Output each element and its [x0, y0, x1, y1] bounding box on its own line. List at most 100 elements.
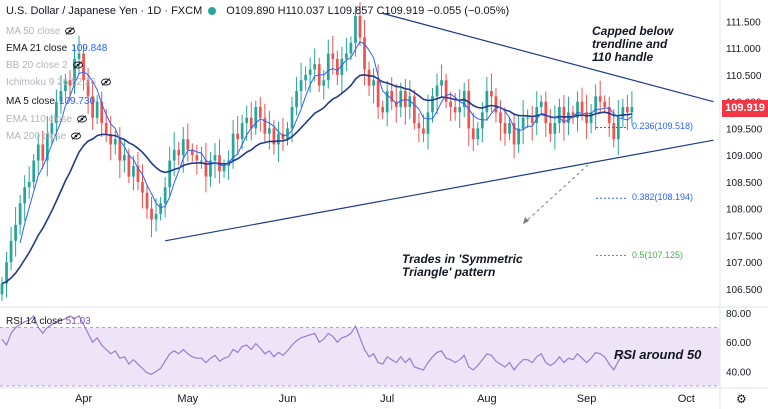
annotation-pattern-line: Trades in 'Symmetric — [402, 252, 523, 266]
candle-body — [50, 123, 54, 134]
fib-level-label: 0.5(107.125) — [632, 249, 684, 260]
candle-body — [59, 90, 63, 102]
candle-body — [354, 16, 357, 43]
candle-body — [508, 123, 511, 134]
candle-body — [449, 101, 452, 108]
indicator-label: MA 200 close — [6, 131, 67, 142]
candle-body — [444, 80, 448, 102]
candle-body — [630, 107, 634, 113]
candle-body — [32, 160, 36, 182]
candle-body — [163, 187, 167, 204]
candle-body — [440, 80, 443, 86]
indicator-row[interactable]: BB 20 close 2 — [6, 59, 83, 72]
candle-body — [86, 80, 90, 97]
candle-body — [159, 203, 162, 215]
time-tick-label: Jul — [380, 393, 394, 405]
candle-body — [213, 155, 217, 161]
candle-body — [295, 90, 298, 108]
candle-body — [204, 160, 208, 177]
candle-body — [200, 160, 203, 162]
candle-body — [132, 165, 135, 177]
candle-body — [621, 107, 625, 118]
price-tick-label: 108.500 — [726, 178, 763, 189]
candle-body — [376, 80, 380, 108]
candle-body — [594, 96, 598, 113]
candle-body — [548, 123, 552, 134]
candle-body — [453, 107, 457, 113]
indicator-label: BB 20 close 2 — [6, 60, 68, 71]
indicator-row[interactable]: MA 50 close — [6, 25, 76, 38]
candle-body — [254, 107, 258, 129]
candle-body — [172, 149, 176, 161]
time-tick-label: May — [177, 393, 198, 405]
candle-body — [485, 90, 489, 113]
candle-body — [240, 123, 244, 140]
candle-body — [91, 96, 94, 118]
candle-body — [372, 80, 375, 86]
chart-header: U.S. Dollar / Japanese Yen · 1D · FXCM O1… — [6, 5, 509, 17]
candle-body — [585, 112, 588, 124]
hidden-eye-icon[interactable] — [71, 132, 81, 141]
candle-body — [499, 112, 502, 124]
symbol-title[interactable]: U.S. Dollar / Japanese Yen · 1D · FXCM — [6, 5, 203, 17]
candle-body — [150, 208, 153, 220]
indicator-row[interactable]: MA 5 close 109.730 — [6, 95, 95, 108]
candle-body — [195, 155, 199, 161]
candle-body — [41, 144, 45, 161]
candle-body — [23, 187, 27, 204]
candle-body — [82, 53, 85, 81]
candle-body — [521, 117, 525, 129]
candle-body — [558, 107, 561, 124]
annotation-rsi: RSI around 50 — [614, 347, 702, 362]
indicator-row[interactable]: EMA 110 close — [6, 113, 87, 126]
indicator-row[interactable]: EMA 21 close 109.848 — [6, 42, 107, 55]
time-tick-label: Apr — [75, 393, 92, 405]
candle-body — [27, 181, 31, 188]
annotation-capped-line: 110 handle — [592, 50, 654, 64]
candle-body — [358, 16, 362, 38]
candle-body — [299, 80, 303, 91]
candle-body — [471, 128, 475, 140]
candle-body — [222, 165, 226, 172]
candle-body — [494, 96, 498, 113]
candle-body — [55, 101, 58, 124]
candle-body — [104, 123, 108, 134]
annotation-pattern-line: Triangle' pattern — [402, 265, 496, 279]
candle-body — [249, 117, 253, 129]
hidden-eye-icon[interactable] — [77, 115, 87, 124]
settings-gear-icon[interactable]: ⚙ — [736, 392, 747, 406]
price-tick-label: 107.500 — [726, 231, 763, 242]
rsi-tick-label: 60.00 — [726, 338, 751, 349]
candle-body — [177, 149, 181, 156]
price-tick-label: 108.000 — [726, 205, 763, 216]
candle-body — [258, 107, 262, 118]
time-tick-label: Aug — [477, 393, 497, 405]
candle-body — [326, 53, 330, 81]
indicator-row[interactable]: MA 200 close — [6, 130, 81, 143]
price-tick-label: 106.500 — [726, 285, 763, 296]
indicator-row[interactable]: Ichimoku 9 26 52 26 — [6, 76, 112, 89]
candle-body — [268, 128, 271, 134]
annotation-capped-line: trendline and — [592, 37, 668, 51]
rsi-legend: RSI 14 close 51.03 — [6, 316, 91, 327]
candle-body — [272, 128, 276, 145]
time-tick-label: Jun — [279, 393, 297, 405]
candle-body — [408, 96, 412, 108]
candle-body — [109, 133, 113, 145]
hidden-eye-icon[interactable] — [101, 78, 112, 87]
candle-body — [331, 53, 335, 59]
candle-body — [5, 262, 8, 284]
price-tick-label: 110.500 — [726, 71, 762, 82]
candle-body — [36, 144, 40, 161]
indicator-label: EMA 21 close — [6, 43, 68, 54]
time-tick-label: Sep — [577, 393, 597, 405]
hidden-eye-icon[interactable] — [65, 27, 76, 36]
candle-body — [136, 165, 140, 182]
candle-body — [245, 117, 249, 124]
fib-level-label: 0.382(108.194) — [632, 192, 694, 203]
annotation-capped-line: Capped below — [592, 24, 674, 38]
hidden-eye-icon[interactable] — [72, 61, 83, 70]
indicator-label: Ichimoku 9 26 52 26 — [6, 77, 97, 88]
candle-body — [413, 96, 416, 124]
